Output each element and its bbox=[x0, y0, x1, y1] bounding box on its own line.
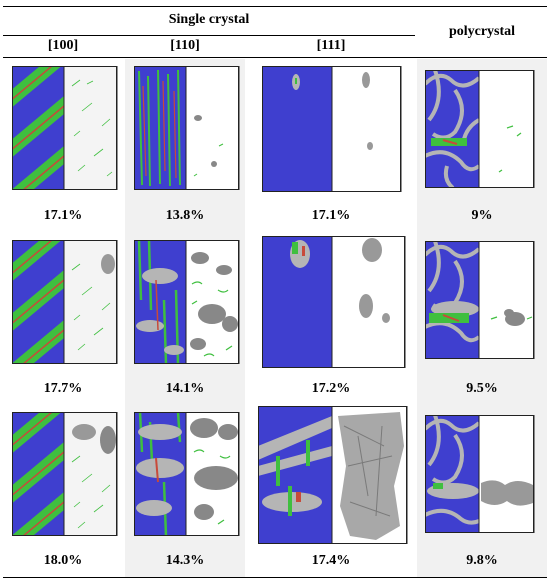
simulation-image-100-row2 bbox=[12, 240, 118, 364]
column-header-polycrystal: polycrystal bbox=[448, 24, 516, 39]
value-110-row2: 14.1% bbox=[165, 381, 205, 396]
value-100-row1: 17.1% bbox=[43, 208, 83, 223]
simulation-image-polycrystal-row1 bbox=[425, 70, 535, 188]
simulation-image-111-row2 bbox=[262, 236, 406, 368]
value-111-row1: 17.1% bbox=[311, 208, 351, 223]
header-rule bbox=[3, 57, 547, 58]
value-100-row3: 18.0% bbox=[43, 553, 83, 568]
simulation-image-polycrystal-row3 bbox=[425, 415, 535, 533]
value-100-row2: 17.7% bbox=[43, 381, 83, 396]
simulation-image-polycrystal-row2 bbox=[425, 241, 535, 359]
group-underline bbox=[3, 35, 415, 36]
group-header-single-crystal: Single crystal bbox=[168, 12, 250, 27]
column-header-110: [110] bbox=[170, 38, 200, 53]
bottom-rule bbox=[3, 577, 547, 578]
value-110-row3: 14.3% bbox=[165, 553, 205, 568]
simulation-image-111-row3 bbox=[258, 406, 408, 544]
simulation-image-100-row1 bbox=[12, 66, 118, 190]
simulation-image-110-row3 bbox=[134, 412, 240, 536]
simulation-image-111-row1 bbox=[262, 66, 402, 192]
value-polycrystal-row3: 9.8% bbox=[466, 553, 498, 568]
top-rule bbox=[3, 6, 547, 7]
value-polycrystal-row1: 9% bbox=[471, 208, 493, 223]
value-110-row1: 13.8% bbox=[165, 208, 205, 223]
column-header-111: [111] bbox=[316, 38, 346, 53]
simulation-image-110-row1 bbox=[134, 66, 240, 190]
column-header-100: [100] bbox=[47, 38, 79, 53]
value-111-row3: 17.4% bbox=[311, 553, 351, 568]
value-polycrystal-row2: 9.5% bbox=[466, 381, 498, 396]
value-111-row2: 17.2% bbox=[311, 381, 351, 396]
simulation-image-100-row3 bbox=[12, 412, 118, 536]
simulation-image-110-row2 bbox=[134, 240, 240, 364]
